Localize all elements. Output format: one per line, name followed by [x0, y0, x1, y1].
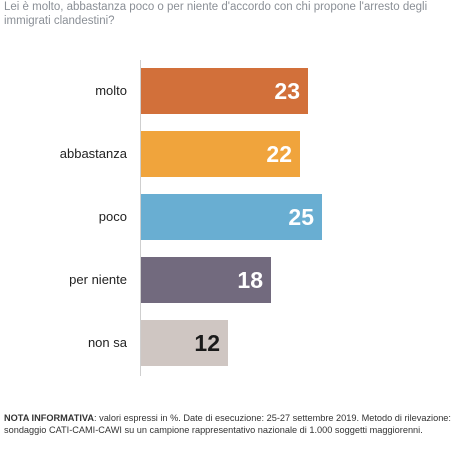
category-axis-line: [140, 60, 141, 376]
bar: [141, 194, 322, 240]
bar-value-label: 23: [274, 78, 300, 104]
bar-value-label: 18: [237, 267, 263, 293]
bar: [141, 257, 271, 303]
bar-value-label: 12: [194, 330, 220, 356]
category-label: non sa: [87, 335, 127, 350]
bar: [141, 320, 228, 366]
category-label: per niente: [69, 272, 127, 287]
bar-value-label: 22: [266, 141, 292, 167]
bar-value-label: 25: [288, 204, 314, 230]
survey-question: Lei è molto, abbastanza poco o per nient…: [4, 1, 428, 27]
category-label: molto: [95, 83, 127, 98]
bar: [141, 131, 300, 177]
bar: [141, 68, 308, 114]
informative-note: NOTA INFORMATIVA: valori espressi in %. …: [4, 412, 465, 436]
category-label: abbastanza: [59, 146, 127, 161]
bar-chart: molto 23 abbastanza 22 poco 25 per niente 18 non…: [0, 60, 469, 390]
category-label: poco: [98, 209, 127, 224]
note-text: : valori espressi in %. Date di esecuzio…: [4, 413, 451, 435]
note-label: NOTA INFORMATIVA: [4, 413, 94, 423]
